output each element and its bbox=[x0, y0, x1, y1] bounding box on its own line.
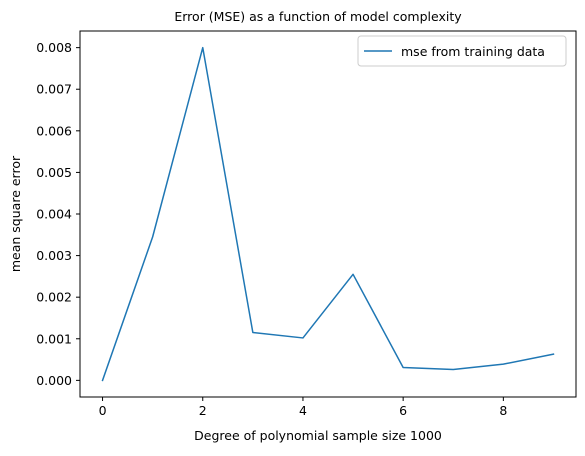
y-tick-label: 0.001 bbox=[36, 331, 72, 346]
x-tick-label: 8 bbox=[499, 403, 507, 418]
y-axis-label: mean square error bbox=[8, 155, 23, 272]
y-tick-label: 0.000 bbox=[36, 373, 72, 388]
y-tick-label: 0.002 bbox=[36, 290, 72, 305]
x-tick-label: 6 bbox=[399, 403, 407, 418]
series-line bbox=[101, 46, 555, 382]
x-tick-label: 0 bbox=[99, 403, 107, 418]
y-tick-label: 0.008 bbox=[36, 40, 72, 55]
legend-box bbox=[357, 35, 567, 67]
y-tick-label: 0.006 bbox=[36, 123, 72, 138]
x-axis: 0 2 4 6 8 bbox=[99, 397, 507, 418]
y-tick-label: 0.004 bbox=[36, 207, 72, 222]
x-axis-label: Degree of polynomial sample size 1000 bbox=[194, 428, 442, 443]
plot-area-frame bbox=[79, 30, 577, 398]
x-tick-label: 4 bbox=[299, 403, 307, 418]
x-tick-label: 2 bbox=[199, 403, 207, 418]
chart-title: Error (MSE) as a function of model compl… bbox=[174, 9, 462, 24]
y-axis: 0.000 0.001 0.002 0.003 0.004 0.005 0.006 0.007… bbox=[36, 40, 80, 388]
legend: mse from training data bbox=[357, 35, 567, 67]
y-tick-label: 0.007 bbox=[36, 82, 72, 97]
legend-label: mse from training data bbox=[401, 44, 545, 59]
y-tick-label: 0.005 bbox=[36, 165, 72, 180]
y-tick-label: 0.003 bbox=[36, 248, 72, 263]
axes-frame bbox=[79, 30, 577, 398]
plot-layer bbox=[101, 46, 555, 382]
